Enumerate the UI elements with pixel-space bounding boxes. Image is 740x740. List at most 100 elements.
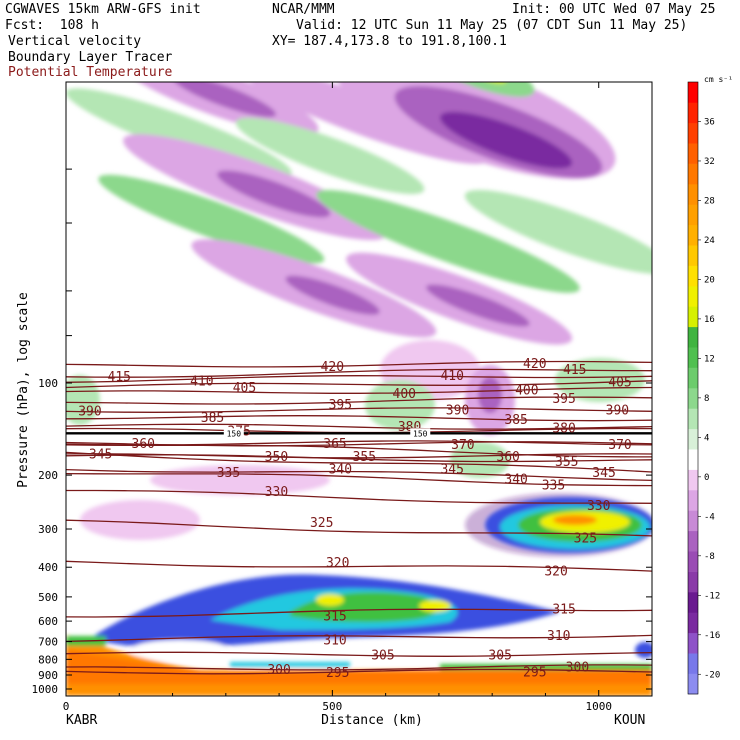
colorbar: 36 32 28 24 20 16 12 8 4 0 -4 -8 -12 -16 -20 (687, 81, 720, 695)
theta-label: 415 (563, 363, 586, 378)
valid-time: Valid: 12 UTC Sun 11 May 25 (07 CDT Sun … (296, 18, 688, 33)
theta-label: 390 (446, 403, 469, 418)
field-label-vertical-velocity: Vertical velocity (8, 34, 142, 49)
theta-contour-360 (66, 444, 652, 458)
colorbar-tick-label: 28 (704, 196, 715, 206)
colorbar-swatch (688, 632, 698, 654)
colorbar-tick-label: 24 (704, 236, 715, 246)
theta-contour-395 (66, 396, 652, 405)
colorbar-tick-label: 12 (704, 354, 715, 364)
colorbar-tick-label: -12 (704, 591, 720, 601)
colorbar-swatch (688, 530, 698, 552)
vertical-velocity-shading (66, 82, 652, 696)
tropopause-label: 150 (227, 429, 242, 438)
colorbar-swatch (688, 265, 698, 287)
theta-label: 300 (566, 661, 589, 676)
colorbar-tick-label: 36 (704, 117, 715, 127)
colorbar-swatch (688, 510, 698, 532)
colorbar-swatch (688, 653, 698, 674)
theta-contour-340 (66, 468, 652, 482)
y-tick-label: 800 (38, 653, 58, 666)
colorbar-swatch (688, 143, 698, 164)
potential-temperature-contours (66, 360, 652, 675)
theta-label: 420 (523, 357, 546, 372)
theta-label: 380 (552, 422, 575, 437)
forecast-hour: Fcst: 108 h (5, 18, 99, 33)
colorbar-swatch (688, 592, 698, 613)
colorbar-tick-label: -8 (704, 552, 715, 562)
theta-contour-380 (66, 423, 652, 430)
theta-label: 345 (89, 448, 112, 463)
theta-contour-420 (66, 360, 652, 368)
colorbar-tick-label: 20 (704, 275, 715, 285)
y-tick-label: 600 (38, 615, 58, 628)
theta-contour-300 (66, 664, 652, 671)
theta-contour-350 (66, 453, 652, 459)
theta-label: 310 (547, 629, 570, 644)
colorbar-tick-label: 0 (704, 473, 709, 483)
theta-label: 370 (451, 438, 474, 453)
colorbar-swatch (688, 612, 698, 634)
theta-label: 300 (267, 663, 290, 678)
theta-label: 305 (371, 648, 394, 663)
colorbar-swatch (688, 245, 698, 266)
organization: NCAR/MMM (272, 2, 335, 17)
theta-label: 320 (544, 565, 567, 580)
x-axis-title: Distance (km) (321, 713, 423, 728)
theta-contour-335 (66, 472, 652, 487)
theta-label: 395 (552, 392, 575, 407)
theta-label: 390 (606, 403, 629, 418)
colorbar-tick-label: 8 (704, 394, 709, 404)
theta-label: 335 (217, 466, 240, 481)
right-endpoint-label: KOUN (614, 713, 645, 728)
theta-label: 390 (78, 405, 101, 420)
x-tick-label: 1000 (585, 700, 612, 713)
colorbar-frame (687, 81, 699, 695)
potential-temperature-labels: 420 420 415 415 410 410 405 405 400 400 395 395 390 3… (78, 357, 632, 681)
y-tick-label: 400 (38, 561, 58, 574)
theta-label: 315 (552, 602, 575, 617)
y-tick-label: 300 (38, 523, 58, 536)
theta-label: 410 (190, 374, 213, 389)
theta-label: 305 (488, 648, 511, 663)
theta-label: 295 (523, 665, 546, 680)
colorbar-swatch (688, 571, 698, 593)
x-tick-label: 0 (63, 700, 70, 713)
theta-label: 340 (329, 462, 352, 477)
y-tick-label: 500 (38, 591, 58, 604)
theta-contour-305 (66, 651, 652, 657)
colorbar-tick-label: 32 (704, 157, 715, 167)
colorbar-swatch (688, 408, 698, 430)
colorbar-swatch (688, 388, 698, 409)
colorbar-unit: cm s⁻¹ (704, 75, 733, 84)
theta-label: 355 (353, 450, 376, 465)
theta-label: 410 (440, 369, 463, 384)
theta-contour-345 (66, 451, 652, 473)
y-tick-label: 200 (38, 469, 58, 482)
tropopause-label-bg (410, 428, 431, 438)
theta-label: 420 (321, 360, 344, 375)
theta-label: 360 (496, 450, 519, 465)
colorbar-swatch (688, 551, 698, 572)
theta-label: 335 (542, 479, 565, 494)
colorbar-tick-label: -20 (704, 670, 720, 680)
theta-label: 365 (323, 437, 346, 452)
theta-label: 315 (323, 609, 346, 624)
theta-label: 345 (592, 466, 615, 481)
plot-frame (65, 81, 653, 697)
theta-contour-325 (66, 519, 652, 537)
theta-label: 385 (504, 413, 527, 428)
theta-label: 395 (329, 398, 352, 413)
colorbar-tick-label: -4 (704, 512, 715, 522)
colorbar-swatch (688, 184, 698, 205)
theta-label: 340 (504, 472, 527, 487)
colorbar-swatch (688, 204, 698, 226)
theta-contour-295 (66, 668, 652, 675)
tropopause-label-bg (223, 428, 244, 438)
theta-label: 325 (310, 516, 333, 531)
theta-label: 405 (608, 376, 631, 391)
cross-section-endpoints: XY= 187.4,173.8 to 191.8,100.1 (272, 34, 507, 49)
colorbar-swatch (688, 347, 698, 368)
